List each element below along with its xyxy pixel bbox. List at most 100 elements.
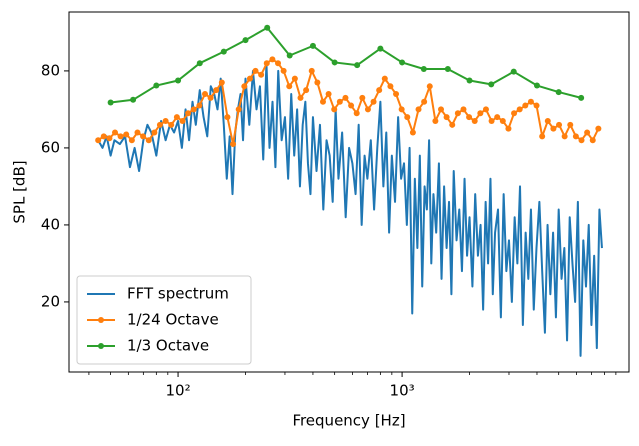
marker [454, 110, 461, 117]
marker [106, 135, 113, 142]
marker [370, 98, 377, 105]
marker [595, 125, 602, 132]
marker [128, 137, 135, 144]
marker [179, 117, 186, 124]
x-tick-label: 10³ [390, 382, 415, 400]
marker [567, 121, 574, 128]
marker [584, 129, 591, 136]
marker [117, 133, 124, 140]
marker [196, 102, 203, 109]
marker [466, 77, 473, 84]
marker [218, 79, 225, 86]
marker [393, 91, 400, 98]
marker [381, 75, 388, 82]
marker [201, 91, 208, 98]
marker [151, 129, 158, 136]
marker [432, 117, 439, 124]
marker [168, 121, 175, 128]
marker [482, 106, 489, 113]
marker [173, 114, 180, 121]
marker [145, 137, 152, 144]
marker [275, 60, 282, 67]
marker [286, 83, 293, 90]
marker [398, 106, 405, 113]
marker [415, 106, 422, 113]
y-tick-label: 40 [41, 215, 60, 233]
marker [309, 42, 316, 49]
marker [140, 133, 147, 140]
marker [107, 99, 114, 106]
marker [235, 106, 242, 113]
marker [297, 94, 304, 101]
marker [258, 71, 265, 78]
marker [527, 98, 534, 105]
series-line [97, 62, 603, 357]
marker [572, 133, 579, 140]
marker [376, 87, 383, 94]
marker [252, 67, 259, 74]
marker [246, 75, 253, 82]
x-axis-label: Frequency [Hz] [292, 412, 405, 430]
marker [230, 141, 237, 148]
marker [510, 68, 517, 75]
marker [444, 65, 451, 72]
marker [264, 24, 271, 31]
marker [319, 98, 326, 105]
marker [123, 131, 130, 138]
marker [224, 114, 231, 121]
marker [544, 117, 551, 124]
marker [336, 98, 343, 105]
marker [555, 89, 562, 96]
marker [331, 106, 338, 113]
marker [331, 59, 338, 66]
marker [449, 121, 456, 128]
marker [499, 117, 506, 124]
marker [387, 83, 394, 90]
marker [477, 110, 484, 117]
marker [156, 121, 163, 128]
marker [578, 137, 585, 144]
marker [561, 133, 568, 140]
marker [130, 96, 137, 103]
marker [348, 102, 355, 109]
legend-label: FFT spectrum [127, 285, 229, 303]
y-tick-label: 60 [41, 138, 60, 156]
marker [399, 59, 406, 66]
plot-frame [68, 11, 630, 373]
legend-label: 1/3 Octave [127, 337, 209, 355]
marker [589, 137, 596, 144]
marker [578, 94, 585, 101]
marker [426, 83, 433, 90]
marker [353, 110, 360, 117]
marker [190, 106, 197, 113]
marker [354, 62, 361, 69]
marker [466, 114, 473, 121]
marker [185, 110, 192, 117]
legend-label: 1/24 Octave [127, 311, 219, 329]
marker [280, 67, 287, 74]
marker [420, 65, 427, 72]
marker [404, 114, 411, 121]
marker [291, 75, 298, 82]
marker [505, 125, 512, 132]
marker [342, 94, 349, 101]
marker [153, 82, 160, 89]
marker [488, 81, 495, 88]
marker [220, 48, 227, 55]
marker [556, 121, 563, 128]
marker [134, 129, 141, 136]
marker [242, 37, 249, 44]
marker [409, 129, 416, 136]
marker [263, 60, 270, 67]
marker [196, 60, 203, 67]
marker [550, 125, 557, 132]
marker [286, 52, 293, 59]
marker [241, 83, 248, 90]
legend-marker [98, 343, 104, 349]
marker [364, 106, 371, 113]
x-tick-label: 10² [166, 382, 191, 400]
plot-area [95, 24, 603, 357]
marker [471, 117, 478, 124]
marker [511, 110, 518, 117]
